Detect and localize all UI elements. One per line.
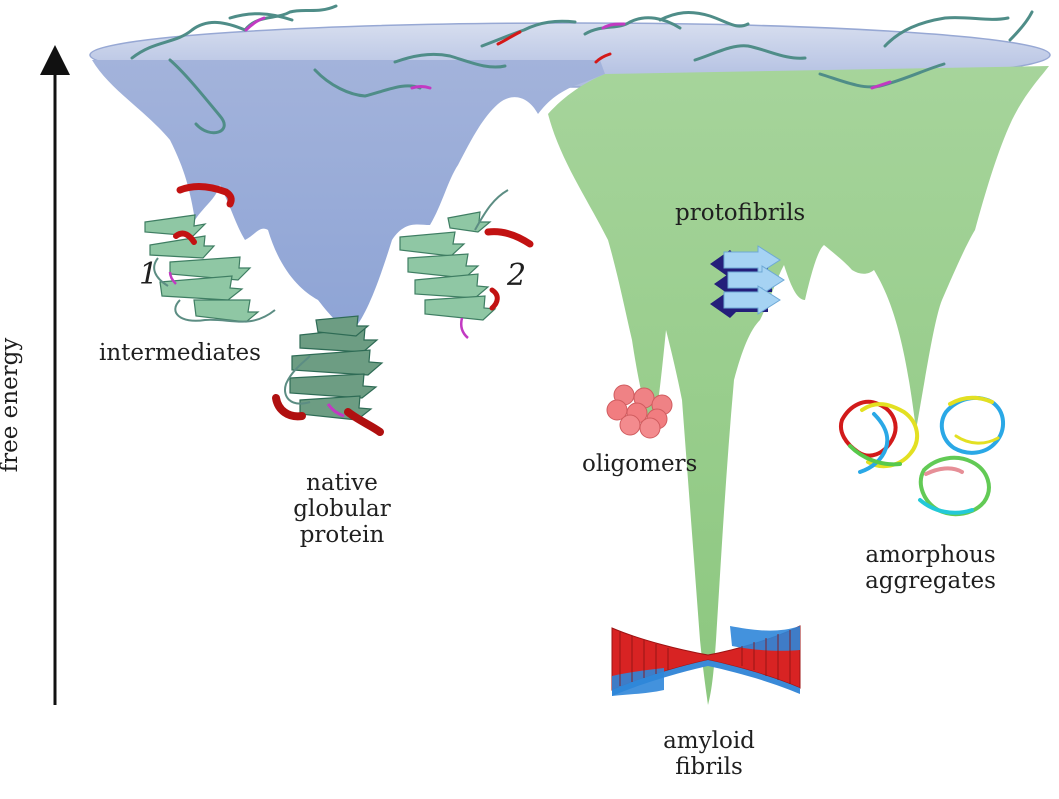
oligomers-label: oligomers (582, 452, 697, 478)
amyloid-label-line-1: amyloid (654, 729, 764, 755)
native-label-line-2: globular (287, 497, 397, 523)
free-energy-axis-label: free energy (0, 338, 23, 473)
intermediate-label-2: 2 (507, 258, 526, 293)
amorphous-label-line-1: amorphous (858, 543, 1003, 569)
native-label-line-1: native (287, 471, 397, 497)
native-globular-protein-structure (276, 316, 382, 432)
intermediate-label-1: 1 (139, 257, 158, 292)
amorphous-label-line-2: aggregates (858, 569, 1003, 595)
native-globular-protein-label: native globular protein (287, 471, 397, 548)
amyloid-fibrils-label: amyloid fibrils (654, 729, 764, 781)
amorphous-aggregates-structure (841, 398, 1003, 514)
amyloid-label-line-2: fibrils (654, 755, 764, 781)
oligomer-spheres (607, 385, 672, 438)
intermediates-label: intermediates (99, 341, 261, 367)
native-label-line-3: protein (287, 523, 397, 549)
protofibrils-label: protofibrils (675, 201, 805, 227)
protofibril-structure (710, 246, 784, 318)
amorphous-aggregates-label: amorphous aggregates (858, 543, 1003, 595)
